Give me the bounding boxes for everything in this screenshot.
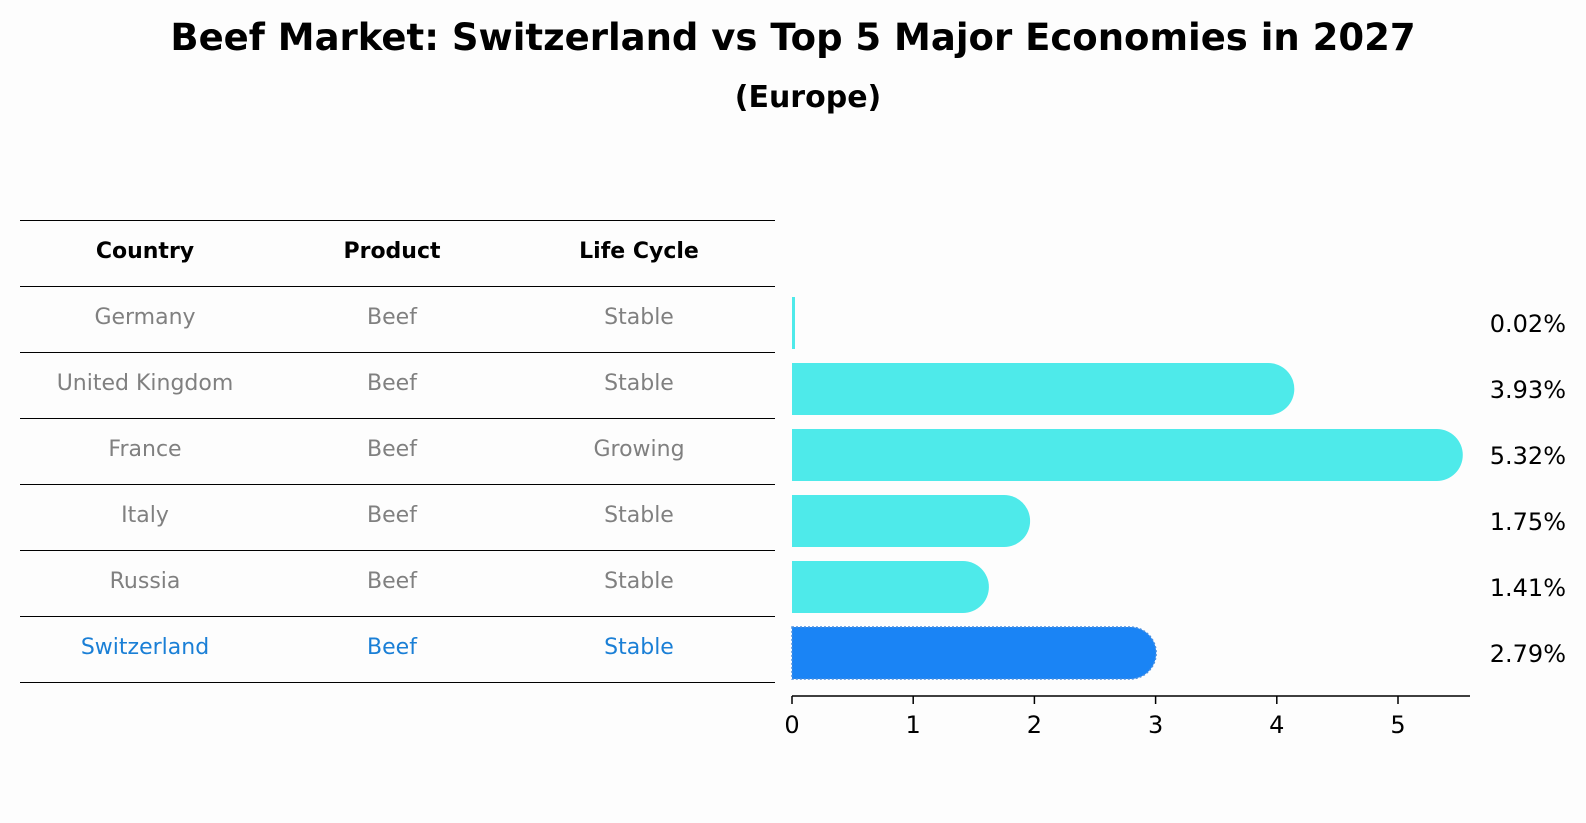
x-tick-label: 2: [1027, 711, 1042, 739]
cell-product: Beef: [367, 437, 417, 462]
x-tick-label: 5: [1390, 711, 1405, 739]
cell-product-highlight: Beef: [367, 635, 417, 660]
bar: [792, 495, 1031, 547]
table-rule: [20, 352, 775, 353]
chart-title: Beef Market: Switzerland vs Top 5 Major …: [170, 16, 1416, 59]
cell-country: United Kingdom: [56, 371, 234, 396]
header-country: Country: [95, 239, 195, 264]
cell-country: Italy: [121, 503, 169, 528]
x-tick-label: 0: [784, 711, 799, 739]
bar: [792, 363, 1295, 415]
cell-product: Beef: [367, 569, 417, 594]
cell-life-cycle: Stable: [604, 371, 674, 396]
value-label: 1.75%: [1490, 508, 1566, 536]
value-label: 2.79%: [1490, 640, 1566, 668]
bar: [792, 561, 989, 613]
x-tick-label: 3: [1148, 711, 1163, 739]
bar: [792, 297, 795, 349]
table-rule: [20, 550, 775, 551]
cell-product: Beef: [367, 305, 417, 330]
bar: [791, 626, 1157, 680]
table-rule: [20, 418, 775, 419]
header-life-cycle: Life Cycle: [579, 239, 699, 264]
value-label: 5.32%: [1490, 442, 1566, 470]
bar: [792, 429, 1463, 481]
cell-country-highlight: Switzerland: [80, 635, 210, 660]
cell-country: France: [108, 437, 182, 462]
cell-product: Beef: [367, 503, 417, 528]
cell-country: Germany: [94, 305, 196, 330]
cell-product: Beef: [367, 371, 417, 396]
table-rule: [20, 220, 775, 221]
table-rule: [20, 484, 775, 485]
table-rule: [20, 682, 775, 683]
value-label: 0.02%: [1490, 310, 1566, 338]
cell-life-cycle: Stable: [604, 503, 674, 528]
value-label: 3.93%: [1490, 376, 1566, 404]
table-rule: [20, 616, 775, 617]
header-product: Product: [343, 239, 441, 264]
cell-life-cycle: Stable: [604, 569, 674, 594]
cell-life-cycle-highlight: Stable: [604, 635, 674, 660]
x-tick-label: 1: [906, 711, 921, 739]
table-rule: [20, 286, 775, 287]
x-tick-label: 4: [1269, 711, 1284, 739]
value-label: 1.41%: [1490, 574, 1566, 602]
chart-subtitle: (Europe): [734, 80, 882, 115]
cell-country: Russia: [109, 569, 181, 594]
cell-life-cycle: Growing: [593, 437, 685, 462]
cell-life-cycle: Stable: [604, 305, 674, 330]
